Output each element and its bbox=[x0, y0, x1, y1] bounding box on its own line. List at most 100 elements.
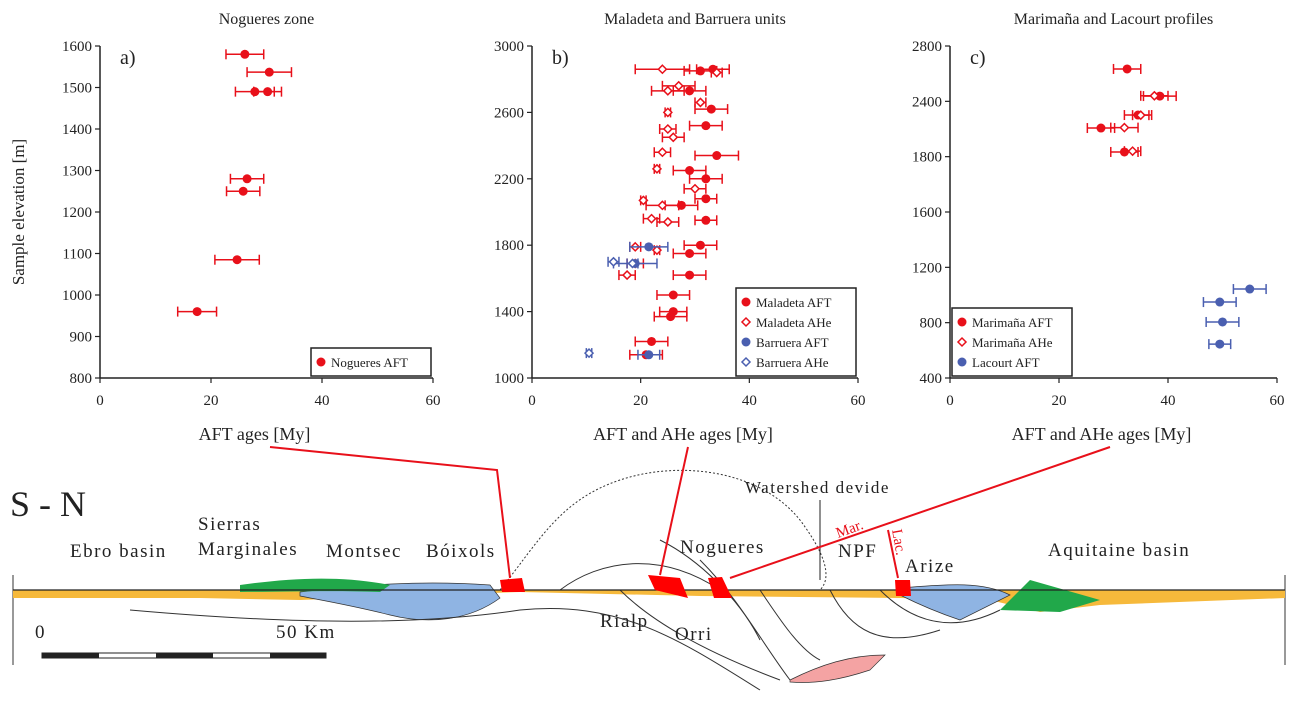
y-tick-label: 2400 bbox=[912, 94, 942, 110]
marker bbox=[651, 163, 663, 174]
y-tick-label: 1000 bbox=[494, 371, 524, 387]
marker bbox=[1135, 110, 1146, 121]
label: 50 Km bbox=[276, 622, 336, 643]
marker bbox=[622, 270, 633, 281]
legend-marker bbox=[957, 317, 967, 327]
marker bbox=[583, 348, 595, 359]
basement-slice bbox=[789, 654, 886, 683]
connector-b bbox=[659, 446, 689, 576]
label: Arize bbox=[905, 556, 955, 577]
cross-section: S - N Ebro basin Sierras Marginales Mont… bbox=[10, 446, 1286, 691]
marker bbox=[1218, 317, 1227, 327]
marker bbox=[657, 64, 668, 75]
x-tick-label: 20 bbox=[204, 393, 219, 409]
y-tick-label: 1400 bbox=[62, 122, 92, 138]
chart-title: Maladeta and Barruera units bbox=[604, 11, 786, 28]
marker bbox=[647, 336, 657, 346]
y-tick-label: 2600 bbox=[494, 105, 524, 121]
legend-label: Marimaña AFT bbox=[972, 315, 1053, 330]
eroded-profile bbox=[499, 469, 827, 591]
scale-seg bbox=[156, 653, 213, 658]
marker bbox=[651, 245, 663, 256]
marker bbox=[1245, 284, 1255, 294]
label: Nogueres bbox=[680, 537, 765, 558]
x-axis-label: AFT and AHe ages [My] bbox=[1012, 424, 1192, 444]
marker bbox=[1122, 64, 1132, 74]
marker bbox=[662, 107, 673, 118]
y-tick-label: 2800 bbox=[912, 39, 942, 55]
x-tick-label: 60 bbox=[1270, 393, 1285, 409]
y-tick-label: 800 bbox=[920, 316, 943, 332]
chart-panel: Marimaña and Lacourt profilesc)400800120… bbox=[912, 11, 1285, 444]
marker bbox=[673, 80, 684, 91]
legend-label: Barruera AHe bbox=[756, 355, 829, 370]
x-tick-label: 20 bbox=[1052, 393, 1067, 409]
x-tick-label: 40 bbox=[315, 393, 330, 409]
marker bbox=[662, 85, 673, 96]
x-tick-label: 60 bbox=[851, 393, 866, 409]
marker bbox=[668, 132, 679, 143]
chart-title: Marimaña and Lacourt profiles bbox=[1014, 11, 1213, 28]
legend-label: Barruera AFT bbox=[756, 335, 829, 350]
label: NPF bbox=[838, 541, 877, 562]
x-tick-label: 0 bbox=[946, 393, 954, 409]
x-tick-label: 60 bbox=[426, 393, 441, 409]
x-tick-label: 20 bbox=[633, 393, 648, 409]
x-tick-label: 0 bbox=[96, 393, 104, 409]
marker bbox=[685, 86, 695, 96]
label: Mar. bbox=[834, 517, 866, 542]
label: Bóixols bbox=[426, 541, 496, 562]
marker bbox=[685, 249, 695, 258]
y-tick-label: 2200 bbox=[494, 172, 524, 188]
marker bbox=[263, 87, 273, 97]
chart-panel: Nogueres zone a) 800 900 1000 1100 1200 1300 140… bbox=[9, 11, 441, 444]
marker bbox=[644, 242, 654, 252]
marker bbox=[701, 194, 711, 204]
y-tick-label: 900 bbox=[70, 330, 93, 346]
marker bbox=[701, 174, 711, 184]
marker bbox=[608, 256, 619, 267]
marker bbox=[1127, 146, 1138, 157]
marker bbox=[662, 216, 673, 228]
marker bbox=[695, 97, 706, 108]
marker bbox=[644, 350, 654, 360]
y-tick-label: 400 bbox=[920, 371, 943, 387]
legend-box bbox=[951, 307, 1073, 377]
legend-marker bbox=[316, 357, 326, 367]
label: Ebro basin bbox=[70, 541, 167, 562]
green-unit bbox=[240, 578, 390, 592]
marker bbox=[240, 49, 250, 59]
scale-bar bbox=[41, 652, 327, 659]
legend-marker bbox=[740, 356, 752, 368]
marker bbox=[662, 123, 673, 135]
faults bbox=[129, 539, 1001, 691]
y-axis-label: Sample elevation [m] bbox=[9, 139, 28, 285]
marker bbox=[1096, 123, 1106, 133]
marker bbox=[1149, 90, 1160, 101]
legend-label: Maladeta AFT bbox=[756, 295, 832, 310]
chart-panel: Maladeta and Barruera units b) 1000 1400 180… bbox=[494, 11, 866, 444]
marker bbox=[695, 66, 705, 76]
x-tick-label: 40 bbox=[742, 393, 757, 409]
marker bbox=[627, 258, 638, 269]
marker bbox=[264, 67, 274, 77]
label: Lac. bbox=[888, 528, 908, 557]
y-tick-label: 3000 bbox=[494, 39, 524, 55]
x-tick-label: 40 bbox=[1161, 393, 1176, 409]
y-tick-label: 1200 bbox=[62, 205, 92, 221]
panel-label: c) bbox=[970, 47, 986, 69]
marker bbox=[685, 270, 695, 280]
y-tick-label: 800 bbox=[70, 371, 93, 387]
sample-block bbox=[895, 580, 911, 596]
marker bbox=[232, 255, 242, 265]
panel-label: b) bbox=[552, 47, 569, 69]
marker bbox=[711, 67, 722, 78]
marker bbox=[701, 215, 711, 225]
marker bbox=[706, 104, 716, 114]
sample-block bbox=[500, 578, 525, 592]
y-tick-label: 1600 bbox=[62, 39, 92, 55]
legend-marker bbox=[956, 336, 968, 348]
marker bbox=[242, 174, 252, 184]
label: Aquitaine basin bbox=[1048, 540, 1190, 561]
